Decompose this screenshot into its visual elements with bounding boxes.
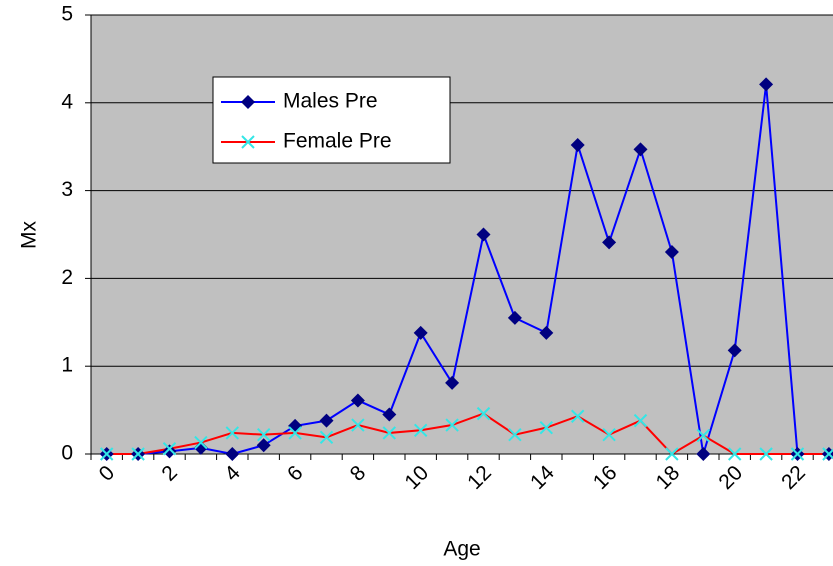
- x-tick-label: 12: [463, 461, 496, 494]
- y-tick-label: 0: [61, 442, 73, 465]
- marker: [413, 423, 428, 438]
- x-tick-label: 16: [589, 461, 622, 494]
- marker: [162, 442, 177, 456]
- marker: [633, 413, 648, 428]
- y-tick-label: 3: [61, 178, 73, 201]
- marker: [476, 227, 491, 242]
- marker: [633, 142, 648, 157]
- legend-marker: [241, 135, 255, 149]
- legend-box: [212, 76, 451, 164]
- legend-marker: [241, 95, 255, 109]
- marker: [225, 447, 240, 461]
- y-tick-label: 5: [61, 3, 73, 26]
- marker: [602, 235, 617, 250]
- x-tick-label: 6: [283, 461, 308, 486]
- x-tick-label: 4: [220, 461, 245, 486]
- x-tick-label: 18: [652, 461, 685, 494]
- marker: [727, 343, 742, 358]
- marker: [664, 245, 679, 260]
- marker: [727, 447, 742, 461]
- marker: [759, 447, 773, 461]
- marker: [821, 447, 833, 461]
- marker: [194, 435, 208, 450]
- marker: [162, 444, 177, 459]
- marker: [256, 427, 271, 442]
- marker: [319, 413, 334, 428]
- x-tick-label: 22: [777, 461, 810, 494]
- marker: [413, 325, 428, 340]
- x-tick-label: 10: [400, 461, 433, 494]
- marker: [508, 427, 522, 442]
- marker: [696, 447, 711, 461]
- marker: [131, 447, 145, 461]
- marker: [539, 325, 554, 340]
- marker: [570, 409, 585, 423]
- x-tick-label: 0: [95, 461, 120, 486]
- plot-area: [91, 15, 833, 454]
- x-tick-label: 14: [526, 461, 559, 494]
- marker: [539, 420, 554, 435]
- marker: [507, 310, 522, 325]
- x-axis-label: Age: [443, 538, 480, 561]
- marker: [319, 430, 334, 445]
- marker: [288, 426, 302, 440]
- marker: [696, 428, 711, 443]
- marker: [476, 406, 491, 421]
- marker: [445, 375, 460, 390]
- marker: [225, 426, 240, 440]
- marker: [350, 393, 365, 408]
- marker: [759, 77, 774, 92]
- y-axis-label: Mx: [18, 221, 41, 249]
- marker: [602, 427, 616, 442]
- marker: [256, 438, 271, 453]
- x-tick-label: 2: [157, 461, 182, 486]
- y-tick-label: 1: [61, 354, 73, 377]
- x-tick-label: 20: [714, 461, 747, 494]
- marker: [351, 418, 365, 432]
- marker: [665, 447, 679, 461]
- series-line: [106, 412, 829, 456]
- legend-label: Males Pre: [283, 90, 378, 113]
- legend-label: Female Pre: [283, 130, 392, 153]
- y-tick-label: 4: [61, 90, 73, 113]
- y-tick-label: 2: [61, 266, 73, 289]
- marker: [193, 440, 208, 455]
- marker: [382, 426, 397, 440]
- marker: [570, 137, 585, 152]
- marker: [382, 407, 397, 422]
- marker: [790, 447, 805, 461]
- marker: [99, 447, 114, 461]
- x-tick-label: 8: [346, 461, 371, 486]
- marker: [445, 418, 459, 432]
